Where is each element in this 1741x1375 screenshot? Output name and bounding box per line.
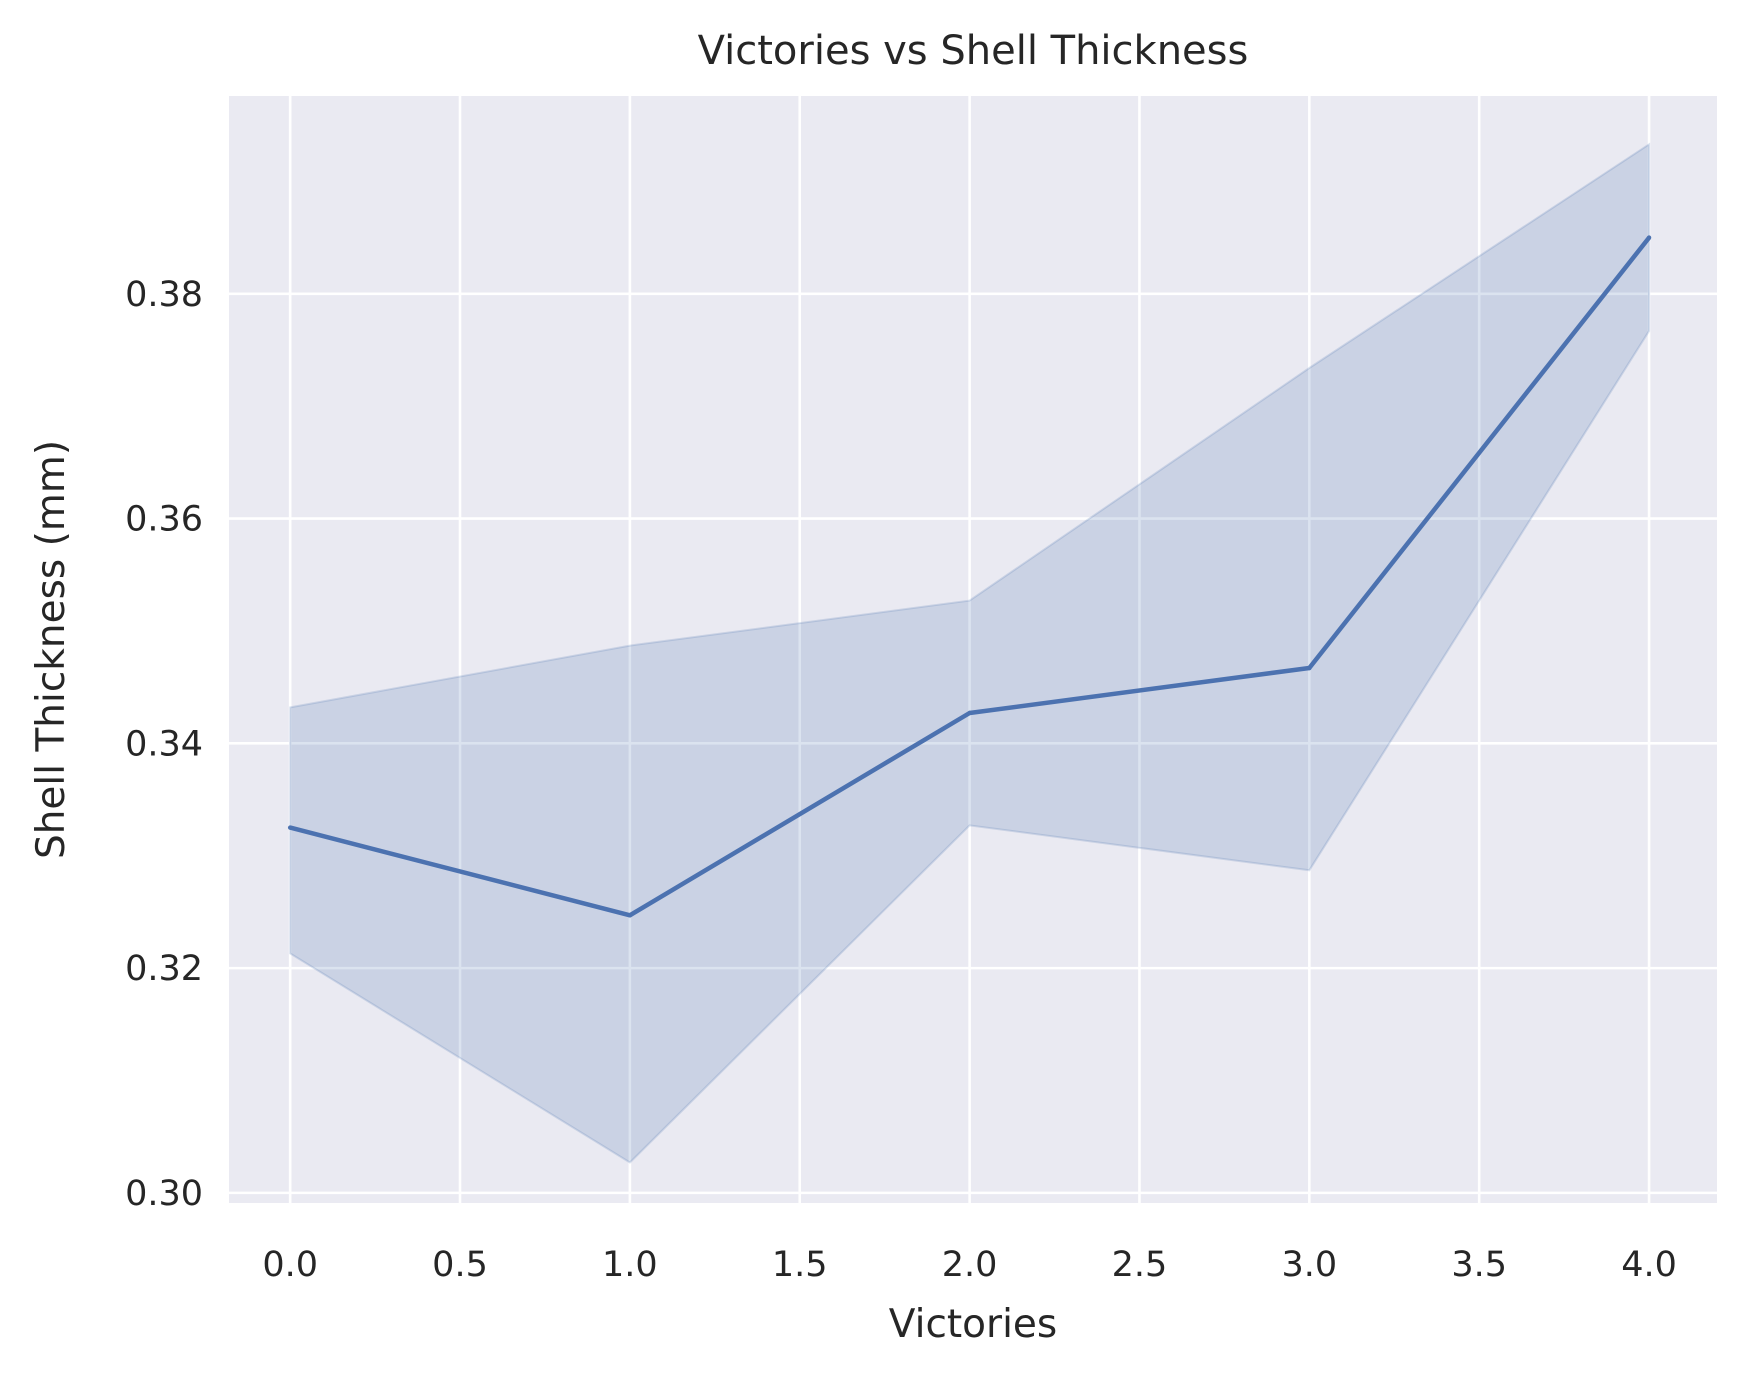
y-tick-label: 0.38 xyxy=(125,275,203,315)
x-tick-label: 3.0 xyxy=(1281,1245,1337,1285)
y-axis-label: Shell Thickness (mm) xyxy=(29,440,74,859)
x-axis-label: Victories xyxy=(889,1302,1057,1347)
y-tick-label: 0.36 xyxy=(125,500,203,540)
y-tick-label: 0.34 xyxy=(125,724,203,764)
confidence-band-layer xyxy=(289,142,1651,1164)
grid-lines xyxy=(229,96,1717,1203)
y-tick-labels: 0.30 0.32 0.34 0.36 0.38 xyxy=(125,275,203,1214)
x-tick-label: 2.5 xyxy=(1112,1245,1168,1285)
data-point xyxy=(627,913,633,918)
confidence-band xyxy=(289,142,1651,1164)
x-tick-label: 4.0 xyxy=(1621,1245,1677,1285)
y-tick-label: 0.30 xyxy=(125,1174,203,1214)
chart-title: Victories vs Shell Thickness xyxy=(698,28,1249,74)
x-tick-labels: 0.0 0.5 1.0 1.5 2.0 2.5 3.0 3.5 4.0 xyxy=(262,1245,1677,1285)
data-point xyxy=(1307,665,1312,671)
data-point xyxy=(967,710,972,716)
y-tick-label: 0.32 xyxy=(125,949,203,989)
series-line-layer xyxy=(287,235,1652,918)
x-tick-label: 1.0 xyxy=(602,1245,658,1285)
plot-area xyxy=(229,96,1717,1203)
x-tick-label: 2.0 xyxy=(942,1245,998,1285)
x-tick-label: 3.5 xyxy=(1451,1245,1507,1285)
x-tick-label: 0.5 xyxy=(432,1245,488,1285)
x-tick-label: 0.0 xyxy=(262,1245,318,1285)
data-point xyxy=(287,825,293,830)
data-point xyxy=(1646,235,1652,240)
x-tick-label: 1.5 xyxy=(772,1245,828,1285)
